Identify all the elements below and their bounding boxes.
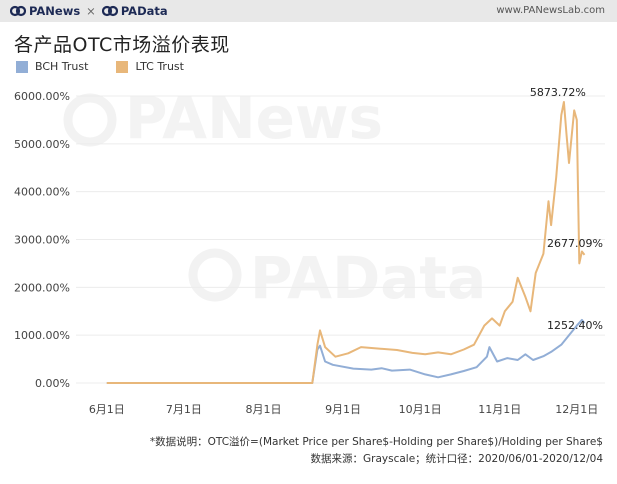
watermark: PANews PAData [63, 84, 486, 312]
y-axis: 0.00% 1000.00% 2000.00% 3000.00% 4000.00% 500… [14, 90, 70, 390]
y-tick-label: 5000.00% [14, 138, 70, 151]
chart-legend: BCH Trust LTC Trust [16, 60, 184, 73]
x-tick-label: 10月1日 [399, 403, 442, 416]
brand-panews: PANews [29, 4, 81, 18]
legend-label-bch: BCH Trust [35, 60, 89, 73]
watermark-panews: PANews [125, 84, 383, 152]
legend-label-ltc: LTC Trust [135, 60, 184, 73]
brand-logo: PANews × PAData [10, 4, 168, 18]
y-tick-label: 1000.00% [14, 329, 70, 342]
data-label: 1252.40% [547, 319, 603, 332]
y-tick-label: 0.00% [35, 377, 70, 390]
brand-separator: × [86, 4, 96, 18]
panews-logo-icon [10, 5, 26, 17]
legend-swatch-bch [16, 60, 28, 73]
data-label: 5873.72% [530, 86, 586, 99]
x-tick-label: 7月1日 [166, 403, 202, 416]
x-tick-label: 8月1日 [245, 403, 281, 416]
top-banner: PANews × PAData www.PANewsLab.com [0, 0, 617, 22]
x-tick-label: 12月1日 [555, 403, 598, 416]
watermark-logo-0 [63, 93, 117, 147]
line-chart: PANews PAData 0.00% 1000.00% 2000.00% 3000.0… [14, 84, 605, 416]
watermark-padata: PAData [250, 244, 486, 312]
y-tick-label: 4000.00% [14, 186, 70, 199]
footnote-source: 数据来源：Grayscale；统计口径：2020/06/01-2020/12/0… [310, 453, 603, 465]
chart-grid [76, 95, 605, 384]
y-tick-label: 3000.00% [14, 234, 70, 247]
x-tick-label: 11月1日 [478, 403, 521, 416]
series-line-bch [106, 318, 586, 384]
brand-padata: PAData [120, 4, 168, 18]
series-line-ltc [106, 101, 586, 384]
data-label: 2677.09% [547, 237, 603, 250]
padata-logo-icon [101, 5, 118, 17]
footnote: *数据说明：OTC溢价=(Market Price per Share$-Hol… [150, 434, 603, 468]
x-axis: 6月1日 7月1日 8月1日 9月1日 10月1日 11月1日 12月1日 [89, 403, 598, 416]
y-tick-label: 6000.00% [14, 90, 70, 103]
chart-lines [106, 101, 586, 384]
x-tick-label: 9月1日 [325, 403, 361, 416]
chart-title: 各产品OTC市场溢价表现 [14, 34, 230, 56]
legend-item-bch: BCH Trust [16, 60, 88, 73]
site-url: www.PANewsLab.com [496, 5, 605, 16]
legend-swatch-ltc [116, 60, 129, 73]
x-tick-label: 6月1日 [89, 403, 125, 416]
legend-item-ltc: LTC Trust [116, 60, 184, 73]
watermark-logo-1 [188, 248, 242, 302]
chart-annotations: 5873.72% 2677.09% 1252.40% [530, 86, 603, 332]
footnote-definition: *数据说明：OTC溢价=(Market Price per Share$-Hol… [149, 436, 603, 448]
y-tick-label: 2000.00% [14, 281, 70, 294]
